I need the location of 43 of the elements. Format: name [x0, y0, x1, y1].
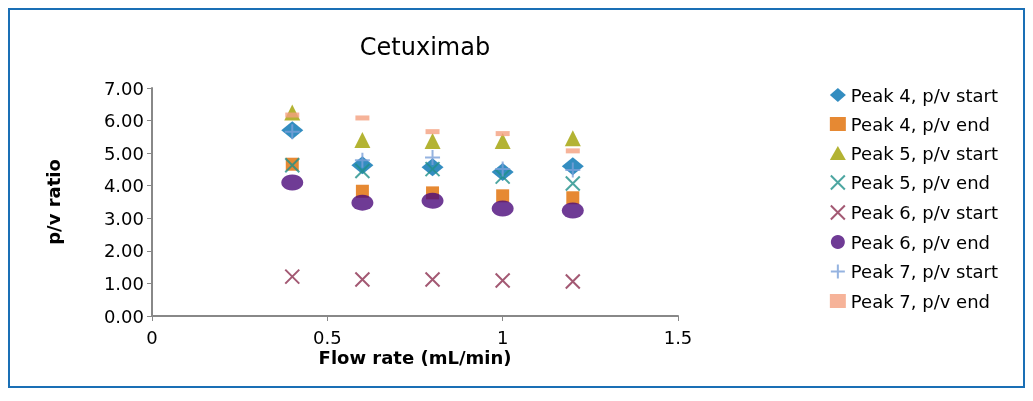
point: [561, 202, 584, 219]
y-tick-label: 5.00: [103, 142, 144, 164]
point: [564, 130, 581, 147]
y-tick-label: 6.00: [103, 110, 144, 132]
y-tick-label: 7.00: [103, 77, 144, 99]
y-axis-title: p/v ratio: [42, 159, 64, 245]
point: [564, 161, 582, 179]
legend-label: Peak 7, p/v end: [850, 290, 990, 312]
legend-label: Peak 7, p/v start: [850, 261, 999, 282]
point: [424, 133, 441, 150]
point: [564, 273, 581, 290]
point: [424, 271, 441, 288]
x-tick-label: 0: [146, 326, 158, 348]
legend-label: Peak 5, p/v start: [850, 142, 999, 164]
y-tick-label: 4.00: [103, 175, 144, 197]
point: [421, 192, 444, 209]
point: [351, 194, 374, 211]
y-tick-label: 1.00: [103, 272, 144, 294]
chart-title: Cetuximab: [359, 33, 491, 61]
point: [566, 191, 580, 205]
legend-label: Peak 6, p/v start: [850, 202, 999, 223]
point: [494, 133, 511, 150]
point: [354, 271, 371, 288]
legend-label: Peak 4, p/v start: [850, 84, 999, 106]
y-tick-label: 3.00: [103, 207, 144, 229]
point: [494, 160, 512, 178]
x-tick-label: 0.5: [313, 326, 342, 348]
legend-label: Peak 5, p/v end: [850, 172, 990, 193]
point: [284, 268, 301, 285]
point: [491, 200, 514, 217]
point: [424, 148, 442, 166]
point: [281, 174, 304, 191]
point: [494, 272, 511, 289]
point: [496, 189, 510, 203]
x-tick-label: 1: [496, 326, 509, 348]
legend-label: Peak 4, p/v end: [850, 113, 990, 135]
point: [354, 132, 371, 149]
x-axis-title: Flow rate (mL/min): [318, 346, 512, 368]
legend-label: Peak 6, p/v end: [850, 231, 990, 253]
y-tick-label: 0.00: [103, 305, 144, 327]
point: [564, 175, 581, 192]
x-tick-label: 1.5: [663, 326, 693, 348]
y-tick-label: 2.00: [103, 240, 144, 262]
